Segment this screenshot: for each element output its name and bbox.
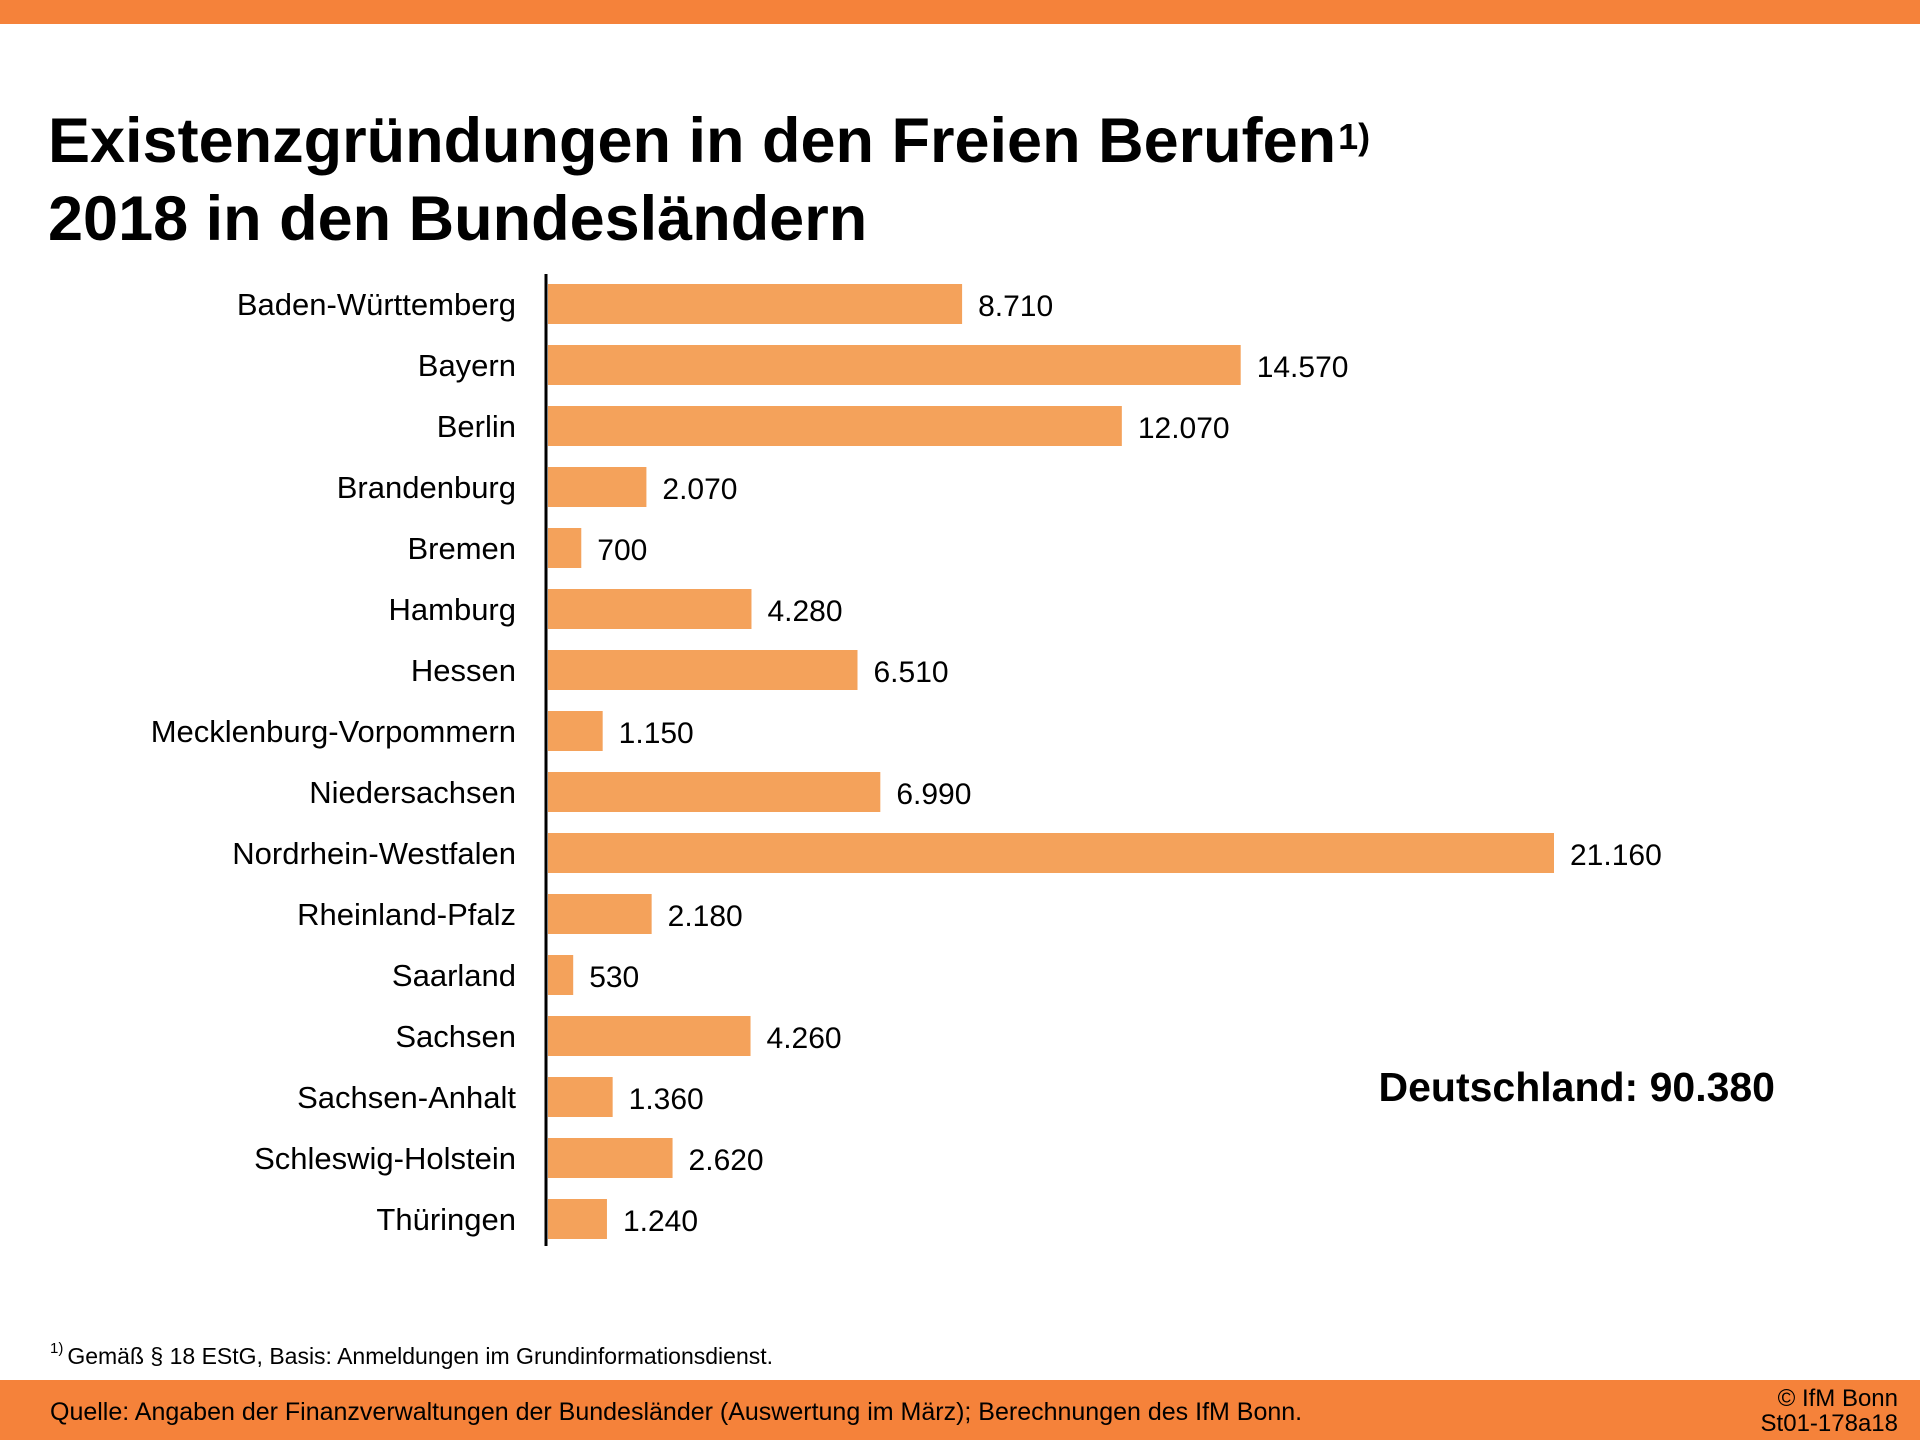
bar — [548, 406, 1122, 446]
total-germany: Deutschland: 90.380 — [1378, 1064, 1776, 1110]
bar — [548, 894, 652, 934]
category-label: Mecklenburg-Vorpommern — [151, 714, 516, 749]
top-accent-bar — [0, 0, 1920, 24]
copyright-text: © IfM Bonn — [1777, 1385, 1898, 1412]
value-label: 1.150 — [619, 717, 694, 750]
title-line-2: 2018 in den Bundesländern — [48, 184, 868, 254]
credit: © IfM Bonn St01-178a18 — [1761, 1386, 1898, 1436]
value-label: 530 — [589, 961, 639, 994]
value-label: 700 — [597, 534, 647, 567]
bar — [548, 1016, 751, 1056]
bar — [548, 589, 752, 629]
value-label: 8.710 — [978, 290, 1053, 323]
bar — [548, 955, 574, 995]
value-label: 2.180 — [668, 900, 743, 933]
value-label: 1.240 — [623, 1205, 698, 1238]
chart-title: Existenzgründungen in den Freien Berufen… — [48, 102, 1370, 258]
bar — [548, 345, 1241, 385]
bar — [548, 650, 858, 690]
bar — [548, 711, 603, 751]
chart-code: St01-178a18 — [1760, 1410, 1898, 1437]
category-label: Hamburg — [389, 592, 517, 627]
bar — [548, 833, 1554, 873]
footnote-text: Gemäß § 18 EStG, Basis: Anmeldungen im G… — [67, 1343, 774, 1369]
source-text: Quelle: Angaben der Finanzverwaltungen d… — [50, 1398, 1303, 1426]
value-label: 1.360 — [629, 1083, 704, 1116]
category-label: Schleswig-Holstein — [254, 1141, 516, 1176]
value-label: 6.510 — [874, 656, 949, 689]
category-label: Niedersachsen — [309, 775, 516, 810]
category-label: Bayern — [418, 348, 516, 383]
bar — [548, 528, 582, 568]
bar — [548, 772, 881, 812]
value-label: 14.570 — [1257, 351, 1349, 384]
bar — [548, 1199, 607, 1239]
category-label: Rheinland-Pfalz — [297, 897, 516, 932]
bar — [548, 467, 647, 507]
bar-chart: Baden-Württemberg 8.710 Bayern 14.570 Berlin… — [151, 274, 1662, 1246]
category-label: Sachsen — [395, 1019, 516, 1054]
value-label: 4.280 — [767, 595, 842, 628]
footnote: 1) Gemäß § 18 EStG, Basis: Anmeldungen im… — [50, 1340, 774, 1370]
title-line-1: Existenzgründungen in den Freien Berufen — [48, 106, 1337, 176]
bars-group: Baden-Württemberg 8.710 Bayern 14.570 Berlin… — [151, 284, 1662, 1239]
value-label: 2.620 — [689, 1144, 764, 1177]
value-label: 2.070 — [662, 473, 737, 506]
bar — [548, 1077, 613, 1117]
value-label: 6.990 — [896, 778, 971, 811]
category-label: Baden-Württemberg — [237, 287, 516, 322]
category-label: Berlin — [437, 409, 516, 444]
category-label: Saarland — [392, 958, 516, 993]
title-footnote-marker: 1) — [1338, 116, 1371, 157]
bar — [548, 284, 963, 324]
category-label: Bremen — [407, 531, 516, 566]
category-label: Brandenburg — [337, 470, 516, 505]
category-label: Sachsen-Anhalt — [297, 1080, 516, 1115]
footer-bar: Quelle: Angaben der Finanzverwaltungen d… — [0, 1380, 1920, 1440]
category-label: Hessen — [411, 653, 516, 688]
footnote-marker: 1) — [50, 1340, 64, 1357]
category-label: Thüringen — [376, 1202, 516, 1237]
category-label: Nordrhein-Westfalen — [232, 836, 516, 871]
bar — [548, 1138, 673, 1178]
value-label: 21.160 — [1570, 839, 1662, 872]
value-label: 4.260 — [767, 1022, 842, 1055]
value-label: 12.070 — [1138, 412, 1230, 445]
